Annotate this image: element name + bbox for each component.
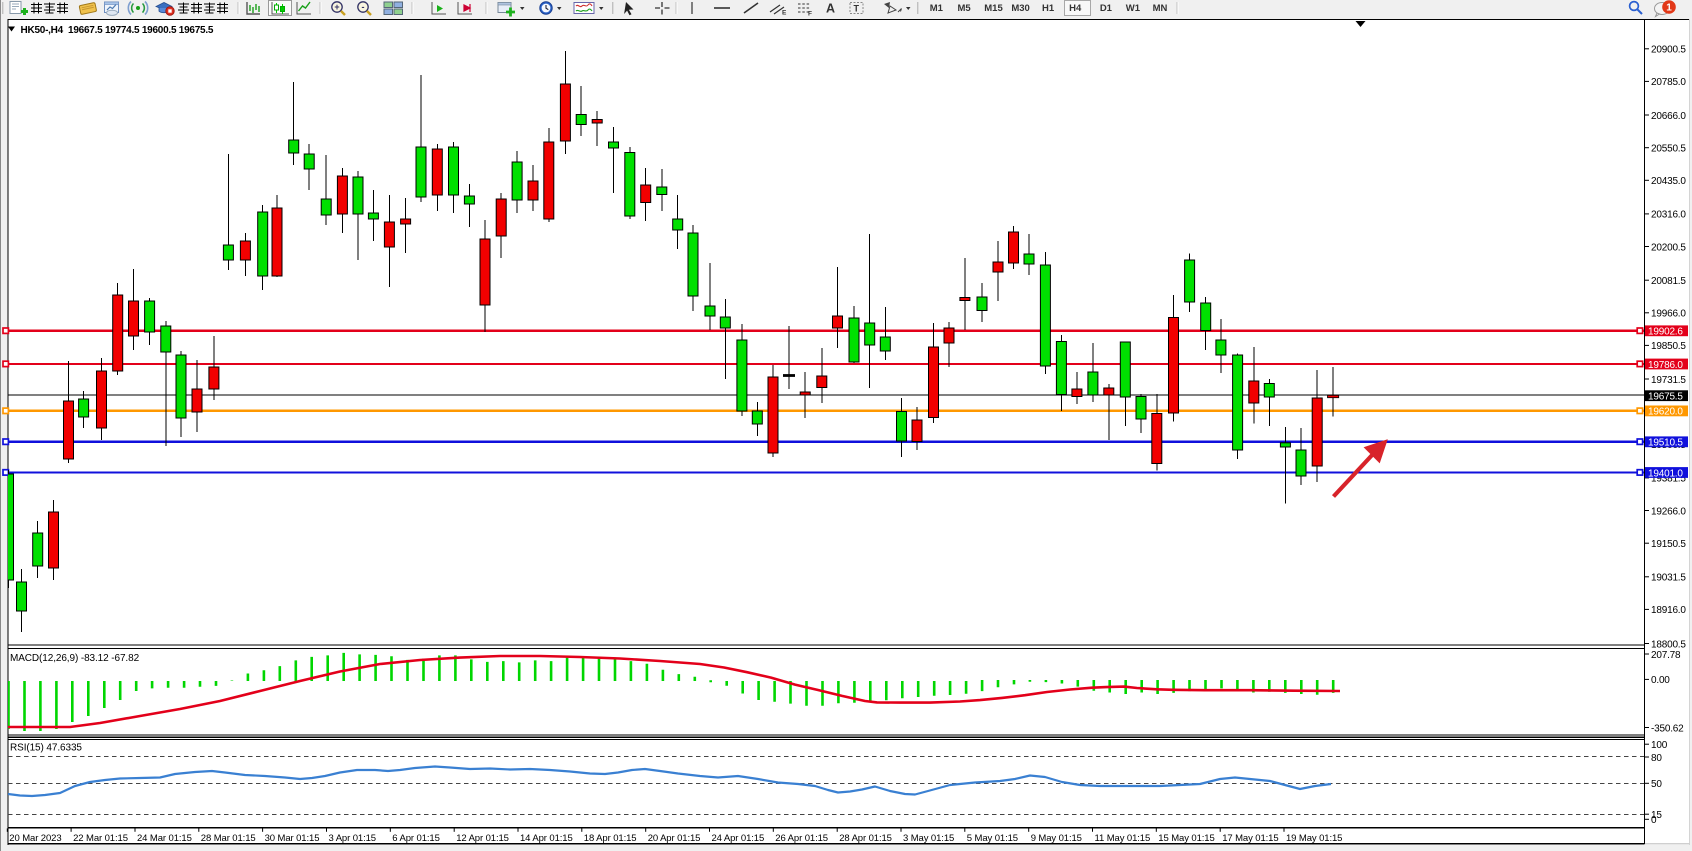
svg-text:19031.5: 19031.5 (1651, 573, 1686, 584)
svg-text:T: T (854, 4, 860, 14)
svg-text:MACD(12,26,9) -83.12 -67.82: MACD(12,26,9) -83.12 -67.82 (10, 653, 140, 664)
svg-text:50: 50 (1651, 779, 1662, 790)
svg-text:18800.5: 18800.5 (1651, 639, 1686, 650)
svg-text:19786.0: 19786.0 (1648, 360, 1683, 371)
svg-text:1: 1 (1666, 3, 1672, 14)
svg-text:19902.6: 19902.6 (1648, 327, 1683, 338)
svg-text:20900.5: 20900.5 (1651, 45, 1686, 56)
svg-text:17 May 01:15: 17 May 01:15 (1222, 833, 1278, 844)
svg-text:20 Apr 01:15: 20 Apr 01:15 (648, 833, 701, 844)
svg-text:19966.0: 19966.0 (1651, 309, 1686, 320)
svg-text:6 Apr 01:15: 6 Apr 01:15 (392, 833, 440, 844)
svg-text:9 May 01:15: 9 May 01:15 (1031, 833, 1082, 844)
svg-text:HK50-,H4 19667.5 19774.5 1960: HK50-,H4 19667.5 19774.5 19600.5 19675.5 (21, 25, 214, 36)
svg-text:19510.5: 19510.5 (1648, 438, 1683, 449)
svg-text:A: A (826, 2, 835, 16)
svg-text:20666.0: 20666.0 (1651, 111, 1686, 122)
svg-text:W1: W1 (1126, 3, 1141, 14)
svg-text:M1: M1 (930, 3, 944, 14)
svg-text:F: F (808, 11, 812, 18)
svg-text:20081.5: 20081.5 (1651, 276, 1686, 287)
svg-text:28 Mar 01:15: 28 Mar 01:15 (201, 833, 256, 844)
svg-text:19266.0: 19266.0 (1651, 506, 1686, 517)
svg-text:18916.0: 18916.0 (1651, 605, 1686, 616)
svg-text:RSI(15) 47.6335: RSI(15) 47.6335 (10, 743, 82, 754)
svg-text:H1: H1 (1042, 3, 1055, 14)
svg-text:M5: M5 (957, 3, 971, 14)
svg-text:14 Apr 01:15: 14 Apr 01:15 (520, 833, 573, 844)
svg-text:15 May 01:15: 15 May 01:15 (1158, 833, 1214, 844)
svg-text:0: 0 (1651, 815, 1657, 826)
svg-text:5 May 01:15: 5 May 01:15 (967, 833, 1018, 844)
svg-text:3 Apr 01:15: 3 Apr 01:15 (329, 833, 377, 844)
svg-text:19401.0: 19401.0 (1648, 468, 1683, 479)
svg-text:15: 15 (1651, 810, 1662, 821)
svg-text:100: 100 (1651, 740, 1668, 751)
svg-text:+: + (334, 2, 339, 12)
svg-text:19 May 01:15: 19 May 01:15 (1286, 833, 1342, 844)
svg-text:26 Apr 01:15: 26 Apr 01:15 (775, 833, 828, 844)
svg-text:MN: MN (1153, 3, 1168, 14)
svg-text:20785.0: 20785.0 (1651, 77, 1686, 88)
svg-text:-350.62: -350.62 (1651, 723, 1684, 734)
svg-text:19850.5: 19850.5 (1651, 341, 1686, 352)
svg-text:20435.0: 20435.0 (1651, 176, 1686, 187)
svg-text:19731.5: 19731.5 (1651, 375, 1686, 386)
svg-text:24 Mar 01:15: 24 Mar 01:15 (137, 833, 192, 844)
svg-text:22 Mar 01:15: 22 Mar 01:15 (73, 833, 128, 844)
svg-text:20550.5: 20550.5 (1651, 144, 1686, 155)
svg-text:3 May 01:15: 3 May 01:15 (903, 833, 954, 844)
svg-text:D1: D1 (1100, 3, 1113, 14)
svg-text:20200.5: 20200.5 (1651, 242, 1686, 253)
svg-text:80: 80 (1651, 753, 1662, 764)
svg-text:12 Apr 01:15: 12 Apr 01:15 (456, 833, 509, 844)
svg-text:30 Mar 01:15: 30 Mar 01:15 (265, 833, 320, 844)
svg-text:207.78: 207.78 (1651, 650, 1681, 661)
svg-text:-: - (362, 2, 365, 12)
svg-text:19675.5: 19675.5 (1648, 391, 1683, 402)
svg-text:20 Mar 2023: 20 Mar 2023 (9, 833, 61, 844)
svg-text:0.00: 0.00 (1651, 675, 1670, 686)
svg-text:M15: M15 (984, 3, 1003, 14)
svg-text:19381.5: 19381.5 (1651, 474, 1686, 485)
svg-text:19150.5: 19150.5 (1651, 539, 1686, 550)
svg-text:M30: M30 (1011, 3, 1029, 14)
svg-text:20316.0: 20316.0 (1651, 210, 1686, 221)
svg-text:E: E (782, 10, 787, 17)
svg-text:18 Apr 01:15: 18 Apr 01:15 (584, 833, 637, 844)
svg-text:11 May 01:15: 11 May 01:15 (1095, 833, 1151, 844)
svg-text:H4: H4 (1069, 3, 1082, 14)
svg-text:19620.0: 19620.0 (1648, 407, 1683, 418)
svg-text:28 Apr 01:15: 28 Apr 01:15 (839, 833, 892, 844)
svg-text:24 Apr 01:15: 24 Apr 01:15 (712, 833, 765, 844)
